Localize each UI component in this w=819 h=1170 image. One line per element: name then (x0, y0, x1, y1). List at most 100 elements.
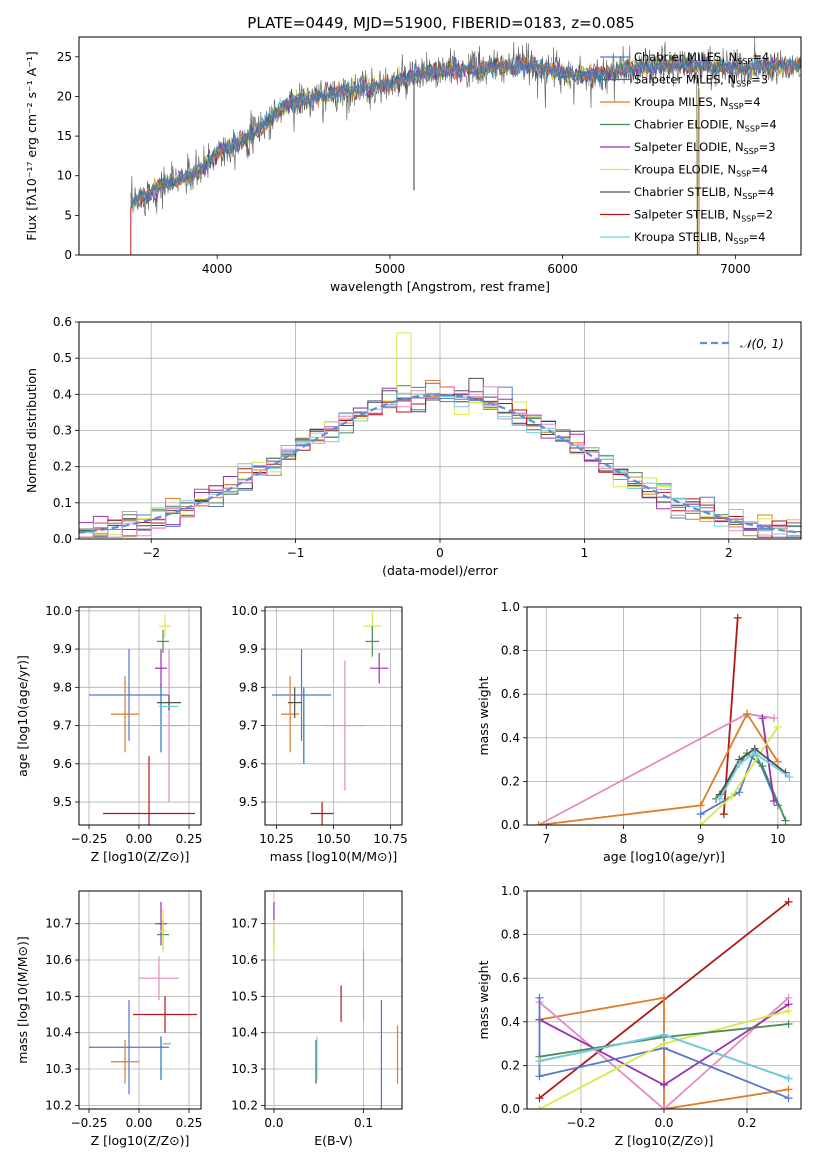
weight-series-line (538, 711, 779, 825)
weight-series-line (715, 751, 787, 821)
legend-sep: , N (725, 208, 741, 222)
legend-nssp: 3 (761, 73, 768, 87)
legend-eq: = (751, 73, 761, 87)
legend-eq: = (752, 50, 762, 64)
y-tick-label: 0.6 (501, 971, 520, 985)
y-tick-label: 9.8 (53, 680, 72, 694)
legend-sub: SSP (745, 125, 760, 134)
x-tick-label: 0.2 (737, 1116, 756, 1130)
normal-legend-label: 𝒩(0, 1) (740, 337, 784, 351)
legend-name: Salpeter STELIB (634, 208, 725, 222)
x-tick-label: 0.1 (354, 1116, 373, 1130)
weight-marker (758, 714, 767, 723)
legend-sub: SSP (734, 237, 749, 246)
weight-marker (769, 714, 778, 723)
y-axis-label: mass weight (476, 676, 491, 755)
x-tick-label: 0.0 (264, 1116, 283, 1130)
y-tick-label: 9.5 (239, 795, 258, 809)
legend-eq: = (756, 208, 766, 222)
x-tick-label: 2 (725, 546, 733, 560)
legend-sub: SSP (741, 215, 756, 224)
y-tick-label: 5 (64, 208, 72, 222)
weight-series-line (700, 748, 779, 815)
legend-sub: SSP (742, 192, 757, 201)
mass_vs_ebv-frame (264, 890, 403, 1110)
y-tick-label: 0.4 (501, 1015, 520, 1029)
x-axis-label: mass [log10(M/M⊙)] (270, 849, 398, 864)
legend-label: Kroupa ELODIE, NSSP=4 (634, 163, 768, 179)
weight-marker (785, 773, 794, 782)
y-tick-label: 0.8 (501, 928, 520, 942)
weight_vs_z-panel: −0.2 0.0 0.2 0.0 0.2 0.4 0.6 0.8 1.0 Z [log10(Z/Z… (476, 884, 802, 1148)
y-tick-label: 0.5 (53, 351, 72, 365)
legend-sep: , N (721, 50, 737, 64)
y-tick-label: 15 (57, 129, 72, 143)
weight-marker (781, 816, 790, 825)
weight-marker (715, 794, 724, 803)
weight-marker (750, 749, 759, 758)
weight_vs_age-frame (526, 606, 802, 826)
y-tick-label: 1.0 (501, 884, 520, 898)
x-tick-label: −0.25 (71, 1116, 108, 1130)
legend-sub: SSP (736, 80, 751, 89)
y-tick-label: 1.0 (501, 600, 520, 614)
weight-marker (784, 1085, 793, 1094)
weight-series-line (722, 617, 739, 815)
legend-eq: = (757, 185, 767, 199)
y-tick-label: 0.3 (53, 424, 72, 438)
y-tick-label: 0.8 (501, 644, 520, 658)
legend-label: Kroupa STELIB, NSSP=4 (634, 230, 766, 246)
x-tick-label: −0.2 (566, 1116, 595, 1130)
weight-marker (535, 1057, 544, 1066)
y-tick-label: 9.7 (239, 719, 258, 733)
weight-marker (784, 1006, 793, 1015)
y-tick-label: 0.6 (501, 687, 520, 701)
legend-label: Chabrier MILES, NSSP=4 (634, 50, 769, 66)
legend-name: Salpeter ELODIE (634, 140, 728, 154)
legend-name: Kroupa ELODIE (634, 163, 720, 177)
weight-marker (784, 1094, 793, 1103)
legend-label: Kroupa MILES, NSSP=4 (634, 95, 761, 111)
legend-sub: SSP (729, 102, 744, 111)
weight-marker (769, 797, 778, 806)
y-tick-label: 10.3 (45, 1062, 72, 1076)
age_vs_mass-panel: 10.25 10.50 10.75 9.5 9.6 9.7 9.8 9.9 10.0 mass [… (231, 604, 407, 864)
x-axis-label: age [log10(age/yr)] (603, 849, 725, 864)
y-tick-label: 0 (64, 248, 72, 262)
residuals-frame (78, 321, 802, 540)
legend-name: Kroupa MILES (634, 95, 713, 109)
legend-sep: , N (720, 163, 736, 177)
x-tick-label: 5000 (375, 262, 406, 276)
spectrum-frame (78, 36, 802, 256)
legend-sep: , N (729, 118, 745, 132)
y-tick-label: 0.1 (53, 496, 72, 510)
x-axis-label: (data-model)/error (382, 563, 499, 578)
weight-marker (535, 1072, 544, 1081)
y-tick-label: 10.7 (45, 917, 72, 931)
y-tick-label: 10 (57, 169, 72, 183)
mass_vs_ebv-plot-area (273, 901, 399, 1109)
legend-nssp: 4 (769, 118, 776, 132)
weight-series-line (539, 996, 789, 1109)
y-tick-label: 10.4 (231, 1026, 258, 1040)
weight-marker (696, 801, 705, 810)
legend-sub: SSP (737, 57, 752, 66)
weight-marker (660, 1030, 668, 1039)
age_vs_z-plot-area (89, 614, 195, 825)
y-tick-label: 10.5 (45, 989, 72, 1003)
legend-eq: = (744, 95, 754, 109)
mass_vs_z-frame (78, 890, 202, 1110)
legend-eq: = (751, 163, 761, 177)
y-tick-label: 9.8 (239, 680, 258, 694)
weight-marker (733, 613, 742, 622)
weight-series-line (719, 752, 790, 800)
x-axis-label: Z [log10(Z/Z⊙)] (91, 1133, 190, 1148)
residuals-panel: −2 −1 0 1 2 0.0 0.1 0.2 0.3 0.4 0.5 0.6 (data-model)… (24, 315, 802, 578)
y-tick-label: 0.4 (53, 387, 72, 401)
weight-series-line (538, 997, 790, 1109)
weight-marker (660, 1081, 668, 1090)
x-tick-label: 0.0 (654, 1116, 673, 1130)
weight-marker (727, 792, 736, 801)
histogram-step-line (79, 386, 801, 538)
